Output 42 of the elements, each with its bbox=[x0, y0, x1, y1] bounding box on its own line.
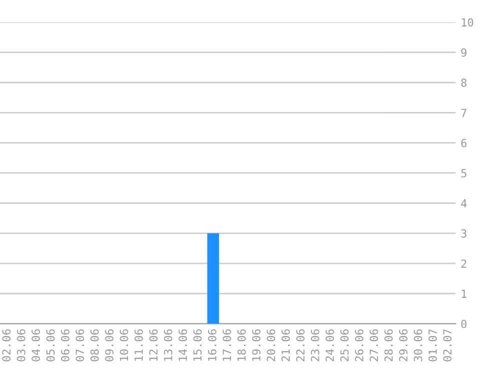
x-tick-label: 20.06 bbox=[266, 329, 276, 362]
x-tick-label: 01.07 bbox=[428, 329, 437, 362]
x-tick-label: 25.06 bbox=[340, 329, 349, 362]
x-tick-label: 18.06 bbox=[237, 329, 246, 361]
x-tick-label: 02.06 bbox=[2, 329, 11, 362]
x-tick-label: 26.06 bbox=[354, 329, 364, 362]
x-tick-label: 06.06 bbox=[60, 329, 70, 362]
y-tick-label: 4 bbox=[461, 199, 467, 208]
x-tick-label: 14.06 bbox=[178, 329, 187, 361]
y-tick-label: 7 bbox=[461, 108, 466, 117]
y-tick-label: 8 bbox=[461, 78, 467, 87]
x-tick-label: 27.06 bbox=[370, 329, 378, 362]
x-tick-label: 30.06 bbox=[414, 329, 422, 362]
y-tick-label: 5 bbox=[461, 169, 466, 178]
x-tick-label: 07.06 bbox=[76, 329, 84, 362]
x-tick-label: 28.06 bbox=[384, 329, 393, 362]
x-tick-label: 17.06 bbox=[222, 329, 232, 361]
y-tick-label: 3 bbox=[461, 229, 466, 238]
x-tick-label: 19.06 bbox=[252, 329, 260, 361]
y-tick-label: 0 bbox=[461, 320, 466, 328]
y-tick-label: 1 bbox=[462, 290, 466, 298]
y-tick-label: 9 bbox=[461, 48, 466, 57]
x-tick-label: 24.06 bbox=[326, 329, 334, 362]
x-tick-label: 11.06 bbox=[134, 329, 143, 361]
x-tick-label: 15.06 bbox=[193, 329, 202, 361]
x-tick-label: 10.06 bbox=[120, 329, 128, 361]
x-tick-label: 23.06 bbox=[310, 329, 320, 362]
y-tick-label: 2 bbox=[461, 259, 466, 268]
y-tick-label: 6 bbox=[461, 138, 466, 148]
x-tick-label: 05.06 bbox=[46, 329, 55, 362]
x-tick-label: 02.07 bbox=[443, 329, 452, 362]
x-tick-label: 13.06 bbox=[164, 329, 172, 361]
x-tick-label: 09.06 bbox=[105, 329, 114, 362]
x-tick-label: 04.06 bbox=[32, 329, 40, 362]
x-tick-label: 12.06 bbox=[149, 329, 158, 361]
y-tick-label: 10 bbox=[462, 18, 474, 27]
x-tick-label: 22.06 bbox=[296, 329, 305, 362]
x-tick-label: 08.06 bbox=[90, 329, 99, 362]
x-tick-label: 03.06 bbox=[16, 329, 26, 362]
x-tick-label: 16.06 bbox=[208, 329, 216, 361]
x-tick-label: 29.06 bbox=[399, 329, 408, 362]
x-tick-label: 21.06 bbox=[281, 329, 290, 362]
